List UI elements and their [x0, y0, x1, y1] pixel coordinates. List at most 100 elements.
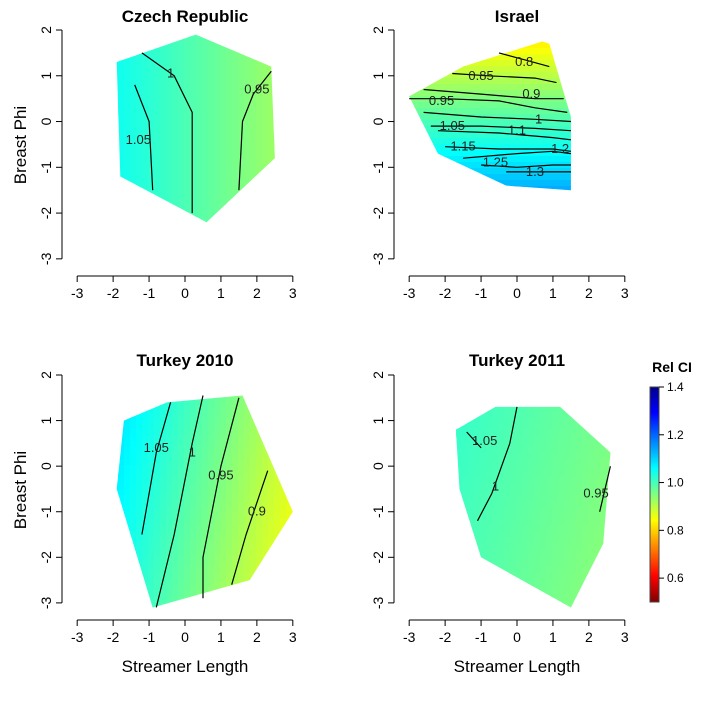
- contour-label: 1.05: [144, 440, 169, 455]
- legend-tick-label: 0.6: [667, 571, 684, 585]
- contour-layer: 1.05 1 0.95: [466, 406, 611, 522]
- legend-colorbar: [649, 386, 660, 603]
- y-axis-title: Breast Phi: [11, 106, 30, 184]
- x-axis: -3 -2 -1 0 1 2 3: [71, 275, 297, 301]
- y-axis-title: Breast Phi: [11, 451, 30, 529]
- contour-line: [409, 98, 568, 113]
- x-tick-label: -1: [143, 629, 156, 645]
- y-tick-label: -1: [38, 505, 54, 518]
- contour-line: [155, 395, 204, 608]
- contour-label: 0.85: [468, 68, 493, 83]
- contour-line: [437, 130, 571, 141]
- surface-region: [116, 34, 275, 223]
- y-tick-label: 0: [370, 462, 386, 470]
- y-axis: -3 -2 -1 0 1 2: [370, 371, 395, 609]
- contour-line: [445, 146, 571, 152]
- y-tick-label: -3: [370, 596, 386, 609]
- y-axis: -3 -2 -1 0 1 2: [38, 26, 63, 265]
- panel-turkey-2011: Turkey 2011 1.05 1 0.95 -3 -2 -1 0 1 2 3 -3 -2 -1 0…: [370, 351, 629, 676]
- contour-line: [141, 402, 172, 535]
- y-axis: -3 -2 -1 0 1 2: [370, 26, 395, 265]
- y-tick-label: -2: [38, 207, 54, 220]
- x-axis-title: Streamer Length: [454, 657, 581, 676]
- y-tick-label: 0: [370, 117, 386, 125]
- x-tick-label: 0: [513, 629, 521, 645]
- legend-tick-label: 1.4: [667, 380, 684, 394]
- x-tick-label: 1: [549, 285, 557, 301]
- legend-tick-label: 1.0: [667, 476, 684, 490]
- x-axis-title: Streamer Length: [122, 657, 249, 676]
- contour-line: [476, 406, 518, 522]
- contour-line: [134, 84, 154, 191]
- x-tick-label: -1: [475, 629, 488, 645]
- contour-label: 0.9: [248, 504, 266, 519]
- x-tick-label: 1: [217, 629, 225, 645]
- y-tick-label: -2: [370, 551, 386, 564]
- contour-label: 1: [189, 444, 196, 459]
- panel-title: Turkey 2011: [469, 351, 565, 370]
- x-tick-label: 3: [621, 285, 629, 301]
- contour-line: [466, 431, 482, 449]
- surface-cells: [116, 395, 293, 608]
- panel-title: Czech Republic: [122, 7, 249, 26]
- y-tick-label: 2: [370, 26, 386, 34]
- x-tick-label: -2: [439, 285, 452, 301]
- contour-label: 1.05: [472, 433, 497, 448]
- x-tick-label: 3: [621, 629, 629, 645]
- panel-turkey-2010: Turkey 2010 1.05 1 0.95 0.9 -3 -2 -1 0 1 2 3 -3 -2…: [11, 351, 297, 676]
- contour-label: 1.05: [126, 132, 151, 147]
- panel-israel: Israel 0.8 0.85 0.9 0.95 1 1.05 1.1 1.15 1.2 1.25…: [370, 7, 629, 301]
- contour-label: 1.2: [551, 141, 569, 156]
- y-tick-label: -3: [38, 596, 54, 609]
- y-tick-label: 2: [38, 371, 54, 379]
- contour-layer: 1.05 1 0.95 0.9: [141, 395, 269, 608]
- x-tick-label: -3: [403, 629, 416, 645]
- x-tick-label: 1: [549, 629, 557, 645]
- contour-line: [231, 470, 269, 585]
- contour-line: [498, 52, 550, 68]
- x-tick-label: 1: [217, 285, 225, 301]
- y-tick-label: -1: [370, 505, 386, 518]
- panel-czech-republic: Czech Republic 1.05 1 0.95 -3 -2 -1 0 1 2 3 -3 -2…: [11, 7, 297, 301]
- x-tick-label: -3: [71, 285, 84, 301]
- contour-label: 0.95: [244, 82, 269, 97]
- contour-line: [463, 150, 571, 159]
- contour-line: [202, 397, 240, 599]
- x-tick-label: -1: [143, 285, 156, 301]
- contour-line: [599, 466, 611, 512]
- contour-label: 1: [535, 111, 542, 126]
- y-tick-label: 2: [370, 371, 386, 379]
- x-tick-label: 0: [181, 629, 189, 645]
- x-tick-label: 2: [253, 629, 261, 645]
- contour-label: 1: [167, 65, 174, 80]
- contour-line: [430, 125, 571, 132]
- y-tick-label: -2: [370, 207, 386, 220]
- color-legend: Rel CI 0.6 0.8 1.0 1.2 1.4: [649, 359, 692, 603]
- contour-label: 1.25: [483, 155, 508, 170]
- x-tick-label: 2: [253, 285, 261, 301]
- contour-label: 0.95: [429, 93, 454, 108]
- contour-label: 0.9: [522, 86, 540, 101]
- y-tick-label: -2: [38, 551, 54, 564]
- x-tick-label: 3: [289, 285, 297, 301]
- contour-line: [423, 88, 564, 100]
- contour-label: 1.05: [440, 118, 465, 133]
- legend-title: Rel CI: [652, 359, 692, 375]
- y-tick-label: 1: [38, 416, 54, 424]
- legend-ticks: 0.6 0.8 1.0 1.2 1.4: [659, 380, 684, 585]
- x-tick-label: -2: [439, 629, 452, 645]
- panel-title: Israel: [495, 7, 539, 26]
- contour-line: [423, 111, 571, 123]
- y-tick-label: 2: [38, 26, 54, 34]
- x-tick-label: 0: [513, 285, 521, 301]
- y-tick-label: 0: [38, 462, 54, 470]
- x-tick-label: -1: [475, 285, 488, 301]
- x-tick-label: -3: [403, 285, 416, 301]
- x-axis: -3 -2 -1 0 1 2 3: [403, 275, 629, 301]
- x-tick-label: -2: [107, 629, 120, 645]
- surface-cells: [116, 34, 275, 223]
- contour-label: 1: [492, 479, 499, 494]
- contour-layer: 1.05 1 0.95: [126, 52, 272, 214]
- contour-line: [141, 52, 193, 214]
